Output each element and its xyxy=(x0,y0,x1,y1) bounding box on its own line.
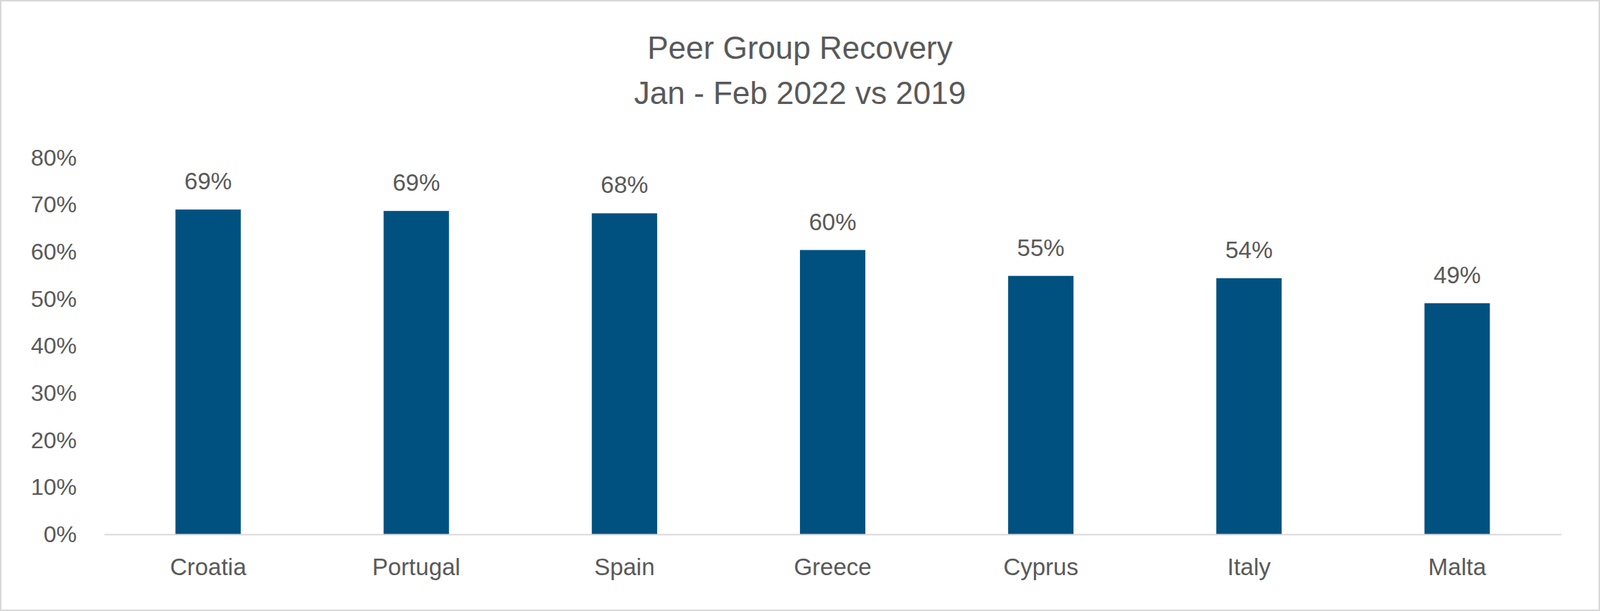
subtitle: Jan - Feb 2022 vs 2019 xyxy=(634,75,966,111)
data-label: 69% xyxy=(184,167,232,195)
y-tick: 80% xyxy=(30,144,105,171)
x-tick-label: Malta xyxy=(1428,553,1487,581)
y-tick: 30% xyxy=(30,380,105,407)
data-labels: 69% 69% 68% 60% 55% 54% 49% xyxy=(184,167,1481,289)
chart-frame xyxy=(0,0,1600,611)
data-label: 55% xyxy=(1017,234,1065,262)
x-tick: Spain xyxy=(594,534,655,581)
x-tick: Italy xyxy=(1227,534,1272,581)
x-tick-label: Cyprus xyxy=(1003,553,1079,581)
x-tick-label: Italy xyxy=(1227,553,1272,581)
y-tick-label: 30% xyxy=(30,380,77,407)
x-tick: Greece xyxy=(793,534,872,581)
y-tick-label: 10% xyxy=(30,474,77,501)
y-tick: 50% xyxy=(30,286,105,313)
x-tick: Croatia xyxy=(170,534,247,581)
y-tick: 0% xyxy=(43,521,105,548)
bar xyxy=(1216,278,1282,535)
title: Peer Group Recovery xyxy=(647,30,953,66)
bar xyxy=(591,213,658,535)
y-tick: 40% xyxy=(30,332,105,359)
y-axis: 0% 10% 20% 30% 40% 50% 60% 70% 80% xyxy=(30,144,105,548)
bar xyxy=(800,250,866,535)
data-label: 60% xyxy=(808,208,856,236)
y-axis-line xyxy=(104,158,105,536)
data-label: 54% xyxy=(1225,236,1273,264)
x-tick: Malta xyxy=(1428,534,1487,581)
y-tick-label: 20% xyxy=(30,426,77,453)
x-axis-line xyxy=(104,534,1562,536)
data-label: 68% xyxy=(600,171,648,199)
y-tick-label: 70% xyxy=(30,191,77,218)
bar xyxy=(1424,303,1490,535)
bars xyxy=(175,209,1491,535)
x-axis: Croatia Portugal Spain Greece Cyprus Italy Mal… xyxy=(104,534,1562,581)
y-tick-label: 0% xyxy=(43,521,77,548)
bar xyxy=(383,210,450,535)
data-label: 49% xyxy=(1433,261,1481,289)
y-tick-label: 60% xyxy=(30,238,77,265)
y-tick: 70% xyxy=(30,191,105,218)
y-tick-label: 40% xyxy=(30,332,77,359)
bar xyxy=(1008,276,1074,535)
y-tick: 10% xyxy=(30,474,105,501)
x-tick-label: Portugal xyxy=(372,553,461,581)
chart: Peer Group Recovery Jan - Feb 2022 vs 201… xyxy=(0,0,1600,611)
y-tick: 20% xyxy=(30,426,105,453)
x-tick-label: Greece xyxy=(793,553,872,581)
bar xyxy=(175,209,242,535)
x-tick-label: Croatia xyxy=(170,553,247,581)
x-tick: Cyprus xyxy=(1003,534,1079,581)
y-tick: 60% xyxy=(30,238,105,265)
x-tick-label: Spain xyxy=(594,553,655,581)
y-tick-label: 80% xyxy=(30,144,77,171)
y-tick-label: 50% xyxy=(30,286,77,313)
data-label: 69% xyxy=(392,169,440,196)
x-tick: Portugal xyxy=(372,534,461,581)
